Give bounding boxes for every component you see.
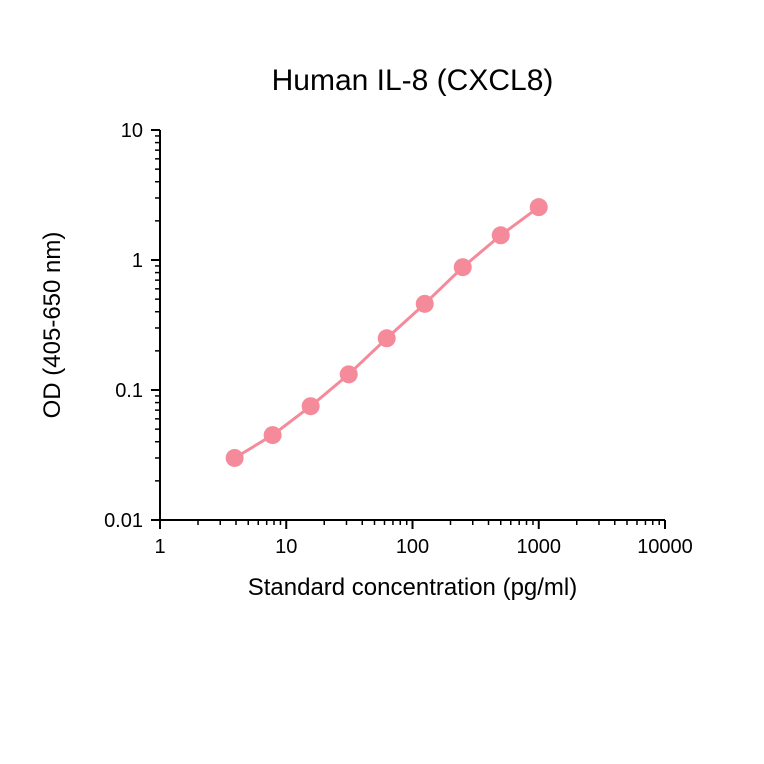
x-tick-label: 100 <box>396 536 429 558</box>
y-tick-label: 0.1 <box>115 380 143 402</box>
data-point <box>302 397 320 415</box>
x-tick-label: 10 <box>275 536 297 558</box>
data-point <box>530 198 548 216</box>
data-point <box>264 426 282 444</box>
chart-title: Human IL-8 (CXCL8) <box>272 64 554 97</box>
y-tick-label: 10 <box>121 120 143 142</box>
data-point <box>416 295 434 313</box>
data-point <box>454 258 472 276</box>
x-tick-label: 10000 <box>637 536 693 558</box>
chart-container: 1 10 100 1000 10000 0.01 0.1 1 10 Human IL-8 (CXC… <box>0 0 764 764</box>
x-tick-label: 1 <box>154 536 165 558</box>
data-point <box>226 449 244 467</box>
data-point <box>378 329 396 347</box>
y-tick-label: 0.01 <box>104 510 143 532</box>
elisa-standard-curve-chart: 1 10 100 1000 10000 0.01 0.1 1 10 Human IL-8 (CXC… <box>0 0 764 764</box>
x-axis-label: Standard concentration (pg/ml) <box>248 574 578 601</box>
data-point <box>340 365 358 383</box>
x-tick-label: 1000 <box>517 536 562 558</box>
y-tick-label: 1 <box>132 250 143 272</box>
y-axis-label: OD (405-650 nm) <box>39 232 66 419</box>
data-point <box>492 226 510 244</box>
